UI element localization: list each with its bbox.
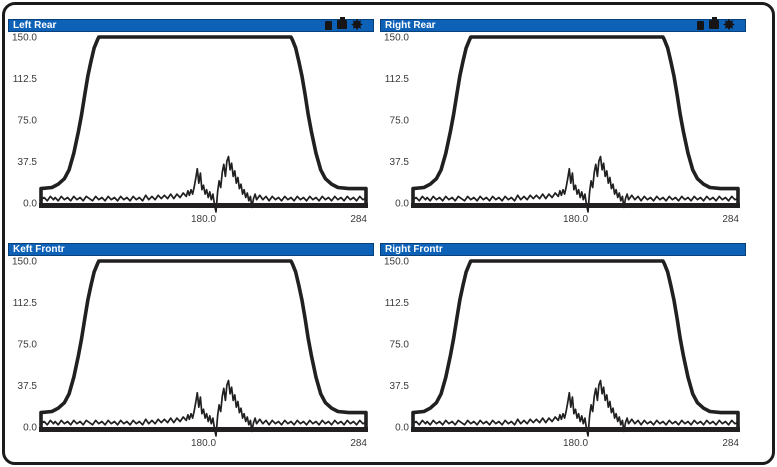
panel-title: Keft Frontr — [13, 244, 65, 255]
y-tick-label: 112.5 — [13, 74, 38, 85]
panel-title: Left Rear — [13, 20, 57, 31]
y-tick-label: 75.0 — [18, 340, 38, 351]
panel-title: Right Rear — [385, 20, 436, 31]
filled-square-icon[interactable] — [324, 18, 333, 31]
panel-title: Right Frontr — [385, 244, 443, 255]
chart-plot: 150.0 112.5 75.0 37.5 0.0 180.0 284 — [12, 33, 368, 225]
x-tick-label: 180.0 — [191, 438, 216, 449]
x-tick-label: 284 — [350, 214, 367, 225]
y-tick-label: 37.5 — [390, 157, 410, 168]
y-tick-label: 75.0 — [390, 340, 410, 351]
signal-trace — [40, 155, 367, 213]
x-tick-label: 284 — [350, 438, 367, 449]
x-tick-label: 284 — [722, 438, 739, 449]
y-tick-label: 37.5 — [18, 157, 38, 168]
chart-plot: 150.0 112.5 75.0 37.5 0.0 180.0 284 — [384, 33, 740, 225]
filled-square-icon[interactable] — [696, 18, 705, 31]
titlebar-icons — [696, 17, 735, 31]
panel-titlebar[interactable]: Right Rear — [380, 17, 746, 32]
panel-left-rear: Left Rear 150.0 112.5 75.0 37.5 0.0 180.0 284 — [8, 17, 374, 232]
envelope-curve — [411, 259, 740, 432]
y-tick-label: 0.0 — [395, 199, 409, 210]
signal-trace — [412, 155, 739, 213]
y-tick-label: 112.5 — [385, 74, 410, 85]
x-tick-label: 180.0 — [563, 438, 588, 449]
panel-titlebar[interactable]: Left Rear — [8, 17, 374, 32]
panel-titlebar[interactable]: Keft Frontr — [8, 243, 374, 256]
panel-right-rear: Right Rear 150.0 112.5 75.0 37.5 0.0 180.0 284 — [380, 17, 746, 232]
y-tick-label: 112.5 — [13, 298, 38, 309]
y-tick-label: 112.5 — [385, 298, 410, 309]
chart-plot: 150.0 112.5 75.0 37.5 0.0 180.0 284 — [12, 257, 368, 449]
window-tab-icon[interactable] — [336, 17, 348, 31]
y-tick-label: 75.0 — [18, 116, 38, 127]
y-tick-label: 150.0 — [384, 33, 409, 44]
panel-left-front: Keft Frontr 150.0 112.5 75.0 37.5 0.0 180.0 28… — [8, 243, 374, 456]
envelope-curve — [39, 259, 368, 432]
panel-right-front: Right Frontr 150.0 112.5 75.0 37.5 0.0 180.0 2… — [380, 243, 746, 456]
y-tick-label: 150.0 — [12, 257, 37, 268]
signal-trace — [40, 379, 367, 437]
chart-plot: 150.0 112.5 75.0 37.5 0.0 180.0 284 — [384, 257, 740, 449]
y-tick-label: 150.0 — [384, 257, 409, 268]
envelope-curve — [411, 35, 740, 208]
sun-burst-icon[interactable] — [723, 18, 735, 31]
window-tab-icon[interactable] — [708, 17, 720, 31]
x-tick-label: 180.0 — [191, 214, 216, 225]
x-tick-label: 180.0 — [563, 214, 588, 225]
y-tick-label: 0.0 — [23, 199, 37, 210]
titlebar-icons — [324, 17, 363, 31]
y-tick-label: 37.5 — [18, 381, 38, 392]
y-tick-label: 0.0 — [23, 423, 37, 434]
panel-titlebar[interactable]: Right Frontr — [380, 243, 746, 256]
y-tick-label: 75.0 — [390, 116, 410, 127]
y-tick-label: 37.5 — [390, 381, 410, 392]
y-tick-label: 150.0 — [12, 33, 37, 44]
envelope-curve — [39, 35, 368, 208]
x-tick-label: 284 — [722, 214, 739, 225]
sun-burst-icon[interactable] — [351, 18, 363, 31]
y-tick-label: 0.0 — [395, 423, 409, 434]
signal-trace — [412, 379, 739, 437]
